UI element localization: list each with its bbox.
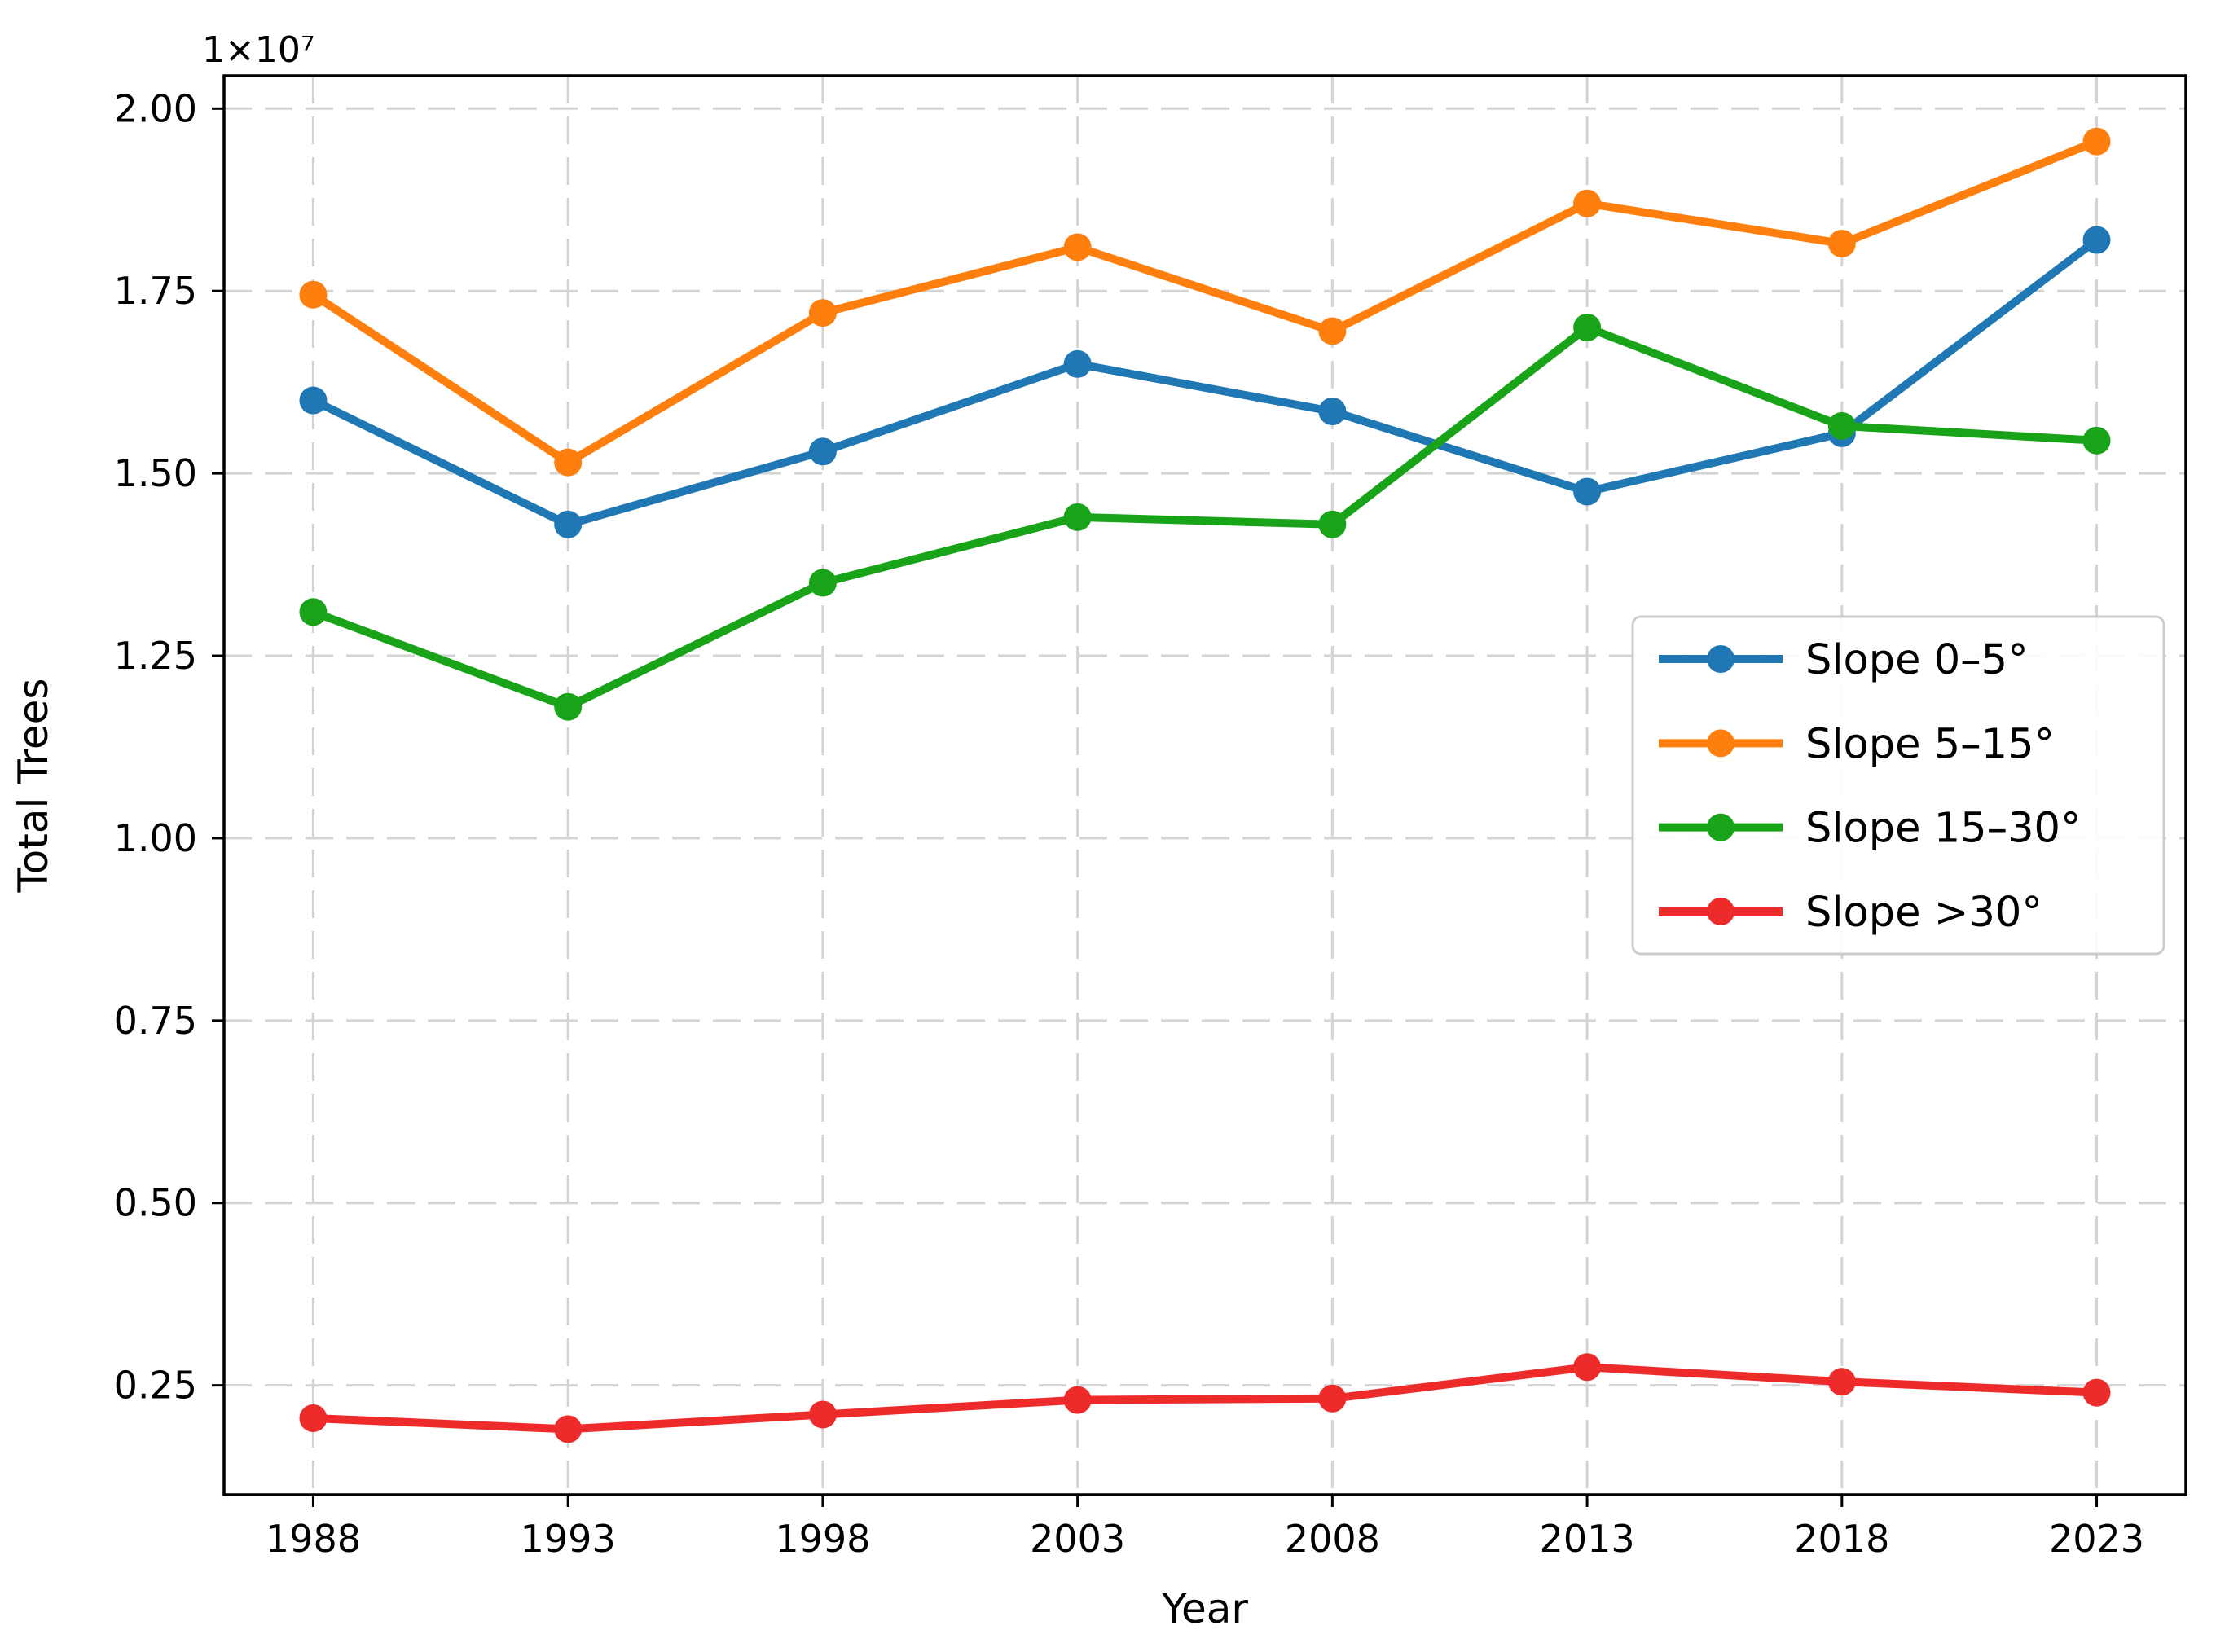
y-tick-label-1.00: 1.00 (114, 816, 197, 860)
y-tick-label-1.25: 1.25 (114, 634, 197, 678)
x-tick-label-1988: 1988 (266, 1517, 361, 1561)
x-tick-label-2013: 2013 (1540, 1517, 1635, 1561)
y-tick-label-0.25: 0.25 (114, 1364, 197, 1408)
data-point-slope-0-5-2013 (1573, 477, 1602, 506)
x-tick-label-2023: 2023 (2049, 1517, 2144, 1561)
data-point-slope-5-15-1993 (554, 448, 583, 477)
series-slope-0-5 (299, 226, 2111, 538)
legend-label-slope-5-15: Slope 5–15° (1805, 720, 2055, 768)
legend-entry-slope-5-15: Slope 5–15° (1659, 720, 2055, 768)
data-point-slope-gt-30-2018 (1827, 1368, 1856, 1396)
ticks (212, 107, 2099, 1507)
x-tick-label-1998: 1998 (775, 1517, 870, 1561)
data-point-slope-0-5-1998 (808, 437, 837, 466)
data-point-slope-gt-30-2023 (2082, 1378, 2111, 1407)
data-point-slope-0-5-2003 (1063, 349, 1092, 378)
data-point-slope-gt-30-1988 (299, 1404, 328, 1432)
data-point-slope-15-30-2018 (1827, 411, 1856, 440)
data-point-slope-0-5-1988 (299, 386, 328, 415)
legend-swatch-marker-slope-0-5 (1707, 645, 1735, 673)
data-point-slope-15-30-1988 (299, 598, 328, 626)
y-axis-offset-text: 1×10⁷ (202, 29, 315, 71)
data-point-slope-gt-30-2008 (1318, 1384, 1347, 1413)
legend-frame (1631, 615, 2165, 956)
data-point-slope-0-5-2008 (1318, 397, 1347, 425)
series-group (299, 127, 2111, 1443)
legend-entry-slope-0-5: Slope 0–5° (1659, 636, 2029, 684)
legend-swatch-marker-slope-5-15 (1707, 729, 1735, 758)
y-axis-label: Total Trees (10, 679, 57, 894)
data-point-slope-0-5-2023 (2082, 226, 2111, 254)
x-tick-label-1993: 1993 (521, 1517, 616, 1561)
x-axis-label: Year (1161, 1585, 1248, 1632)
y-tick-label-0.50: 0.50 (114, 1181, 197, 1225)
data-point-slope-5-15-1988 (299, 280, 328, 309)
series-slope-gt-30 (299, 1353, 2111, 1443)
x-tick-label-2003: 2003 (1030, 1517, 1125, 1561)
y-tick-label-0.75: 0.75 (114, 999, 197, 1043)
data-point-slope-5-15-2018 (1827, 229, 1856, 257)
data-point-slope-5-15-2003 (1063, 233, 1092, 261)
data-point-slope-5-15-2013 (1573, 189, 1602, 217)
y-tick-label-1.75: 1.75 (114, 269, 197, 313)
x-tick-label-2018: 2018 (1794, 1517, 1889, 1561)
legend-entry-slope-15-30: Slope 15–30° (1659, 805, 2082, 853)
data-point-slope-15-30-2003 (1063, 503, 1092, 531)
series-line-slope-5-15 (309, 137, 2101, 467)
legend-label-slope-gt-30: Slope >30° (1805, 889, 2042, 937)
data-point-slope-15-30-2023 (2082, 426, 2111, 455)
x-tick-label-2008: 2008 (1285, 1517, 1380, 1561)
data-point-slope-gt-30-2003 (1063, 1386, 1092, 1414)
data-point-slope-gt-30-2013 (1573, 1353, 1602, 1382)
data-point-slope-5-15-1998 (808, 299, 837, 327)
plot-border (222, 74, 2187, 1496)
legend: Slope 0–5° Slope 5–15° Slope 15–30° Slope >… (1631, 615, 2165, 956)
legend-label-slope-15-30: Slope 15–30° (1805, 805, 2082, 853)
data-point-slope-5-15-2023 (2082, 127, 2111, 156)
data-point-slope-5-15-2008 (1318, 317, 1347, 345)
series-slope-5-15 (299, 127, 2111, 477)
data-point-slope-gt-30-1993 (554, 1415, 583, 1443)
data-point-slope-15-30-2013 (1573, 313, 1602, 341)
series-line-slope-15-30 (309, 323, 2101, 711)
series-line-slope-gt-30 (309, 1363, 2101, 1434)
tick-labels: 1988 1993 1998 2003 2008 2013 2018 2023 0.25 0.50… (114, 86, 2145, 1561)
series-slope-15-30 (299, 313, 2111, 721)
data-point-slope-15-30-1993 (554, 692, 583, 721)
legend-swatch-marker-slope-15-30 (1707, 813, 1735, 841)
legend-entry-slope-gt-30: Slope >30° (1659, 889, 2042, 937)
data-point-slope-15-30-2008 (1318, 510, 1347, 538)
data-point-slope-gt-30-1998 (808, 1400, 837, 1429)
data-point-slope-0-5-1993 (554, 510, 583, 538)
data-point-slope-15-30-1998 (808, 569, 837, 597)
y-tick-label-2.00: 2.00 (114, 86, 197, 130)
legend-swatch-marker-slope-gt-30 (1707, 898, 1735, 925)
legend-label-slope-0-5: Slope 0–5° (1805, 636, 2029, 684)
y-tick-label-1.50: 1.50 (114, 451, 197, 495)
series-line-slope-0-5 (309, 235, 2101, 529)
